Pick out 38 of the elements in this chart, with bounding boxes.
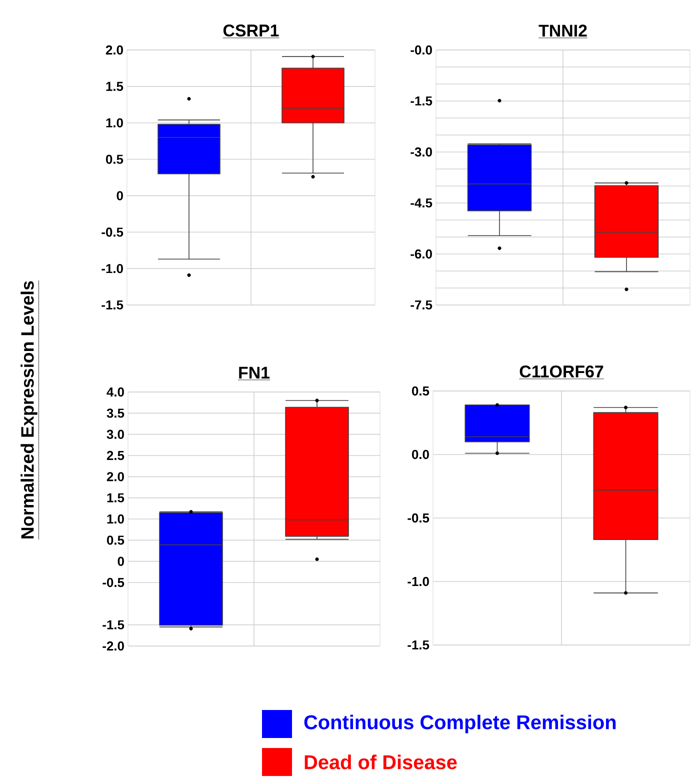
y-axis-title: Normalized Expression Levels bbox=[20, 281, 38, 538]
y-tick-label: 2.0 bbox=[106, 472, 124, 482]
y-tick-label: -4.5 bbox=[410, 198, 432, 208]
y-tick-label: -6.0 bbox=[410, 249, 432, 259]
y-tick-label: 0 bbox=[118, 556, 124, 566]
y-tick-label: -0.5 bbox=[102, 578, 124, 588]
legend-label: Dead of Disease bbox=[304, 754, 457, 770]
y-tick-label: 1.0 bbox=[107, 514, 124, 524]
y-tick-label: 0.5 bbox=[412, 386, 430, 396]
y-tick-label: -1.0 bbox=[408, 576, 429, 586]
y-tick-label: 1.5 bbox=[106, 82, 124, 91]
y-tick-label: -1.5 bbox=[102, 620, 124, 630]
y-tick-label: 1.0 bbox=[106, 118, 123, 128]
y-tick-label: 2.5 bbox=[106, 450, 124, 460]
legend-label: Continuous Complete Remission bbox=[304, 714, 616, 734]
y-tick-label: 0.5 bbox=[106, 536, 124, 545]
y-tick-label: -1.5 bbox=[102, 300, 124, 310]
y-tick-label: 1.5 bbox=[107, 493, 124, 502]
y-tick-label: -7.5 bbox=[410, 300, 432, 310]
y-tick-label: 4.0 bbox=[106, 387, 124, 397]
chart-title: FN1 bbox=[239, 366, 270, 379]
y-tick-label: 3.0 bbox=[106, 430, 124, 439]
y-tick-label: -3.0 bbox=[410, 147, 432, 157]
chart-title: CSRP1 bbox=[223, 24, 279, 37]
y-tick-label: -0.0 bbox=[410, 45, 432, 55]
y-tick-label: 3.5 bbox=[106, 408, 124, 418]
y-tick-label: 2.0 bbox=[106, 45, 123, 55]
chart-title: TNNI2 bbox=[538, 24, 587, 37]
y-tick-label: 0.0 bbox=[412, 450, 429, 460]
y-tick-label: -0.5 bbox=[408, 513, 430, 523]
y-tick-label: -1.0 bbox=[102, 264, 123, 274]
y-tick-label: -1.5 bbox=[410, 96, 432, 106]
y-tick-label: -2.0 bbox=[102, 641, 124, 651]
y-tick-label: 0 bbox=[116, 191, 123, 200]
y-tick-label: -1.5 bbox=[408, 640, 430, 650]
y-tick-label: 0.5 bbox=[106, 154, 124, 164]
y-tick-label: -0.5 bbox=[102, 228, 124, 237]
chart-title: C11ORF67 bbox=[520, 366, 604, 378]
